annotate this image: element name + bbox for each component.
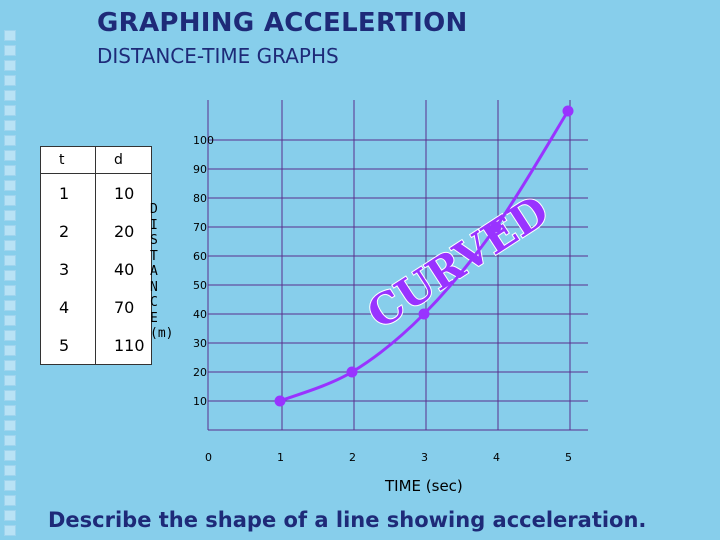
data-point	[274, 395, 286, 407]
column-header-d: d	[95, 146, 152, 174]
x-axis-label: TIME (sec)	[385, 477, 463, 495]
decorative-square	[4, 195, 16, 206]
decorative-square	[4, 135, 16, 146]
decorative-square	[4, 75, 16, 86]
y-axis-label-letter: A	[150, 264, 158, 279]
decorative-square	[4, 480, 16, 491]
decorative-square	[4, 45, 16, 56]
table-cell-t: 2	[40, 212, 96, 250]
decorative-square	[4, 300, 16, 311]
table-cell-t: 3	[40, 250, 96, 288]
data-point	[418, 308, 430, 320]
table-cell-d: 70	[95, 288, 152, 326]
acceleration-curve	[279, 110, 570, 403]
decorative-square	[4, 90, 16, 101]
slide-title: GRAPHING ACCELERTION	[97, 8, 468, 38]
y-axis-label-letter: N	[150, 279, 158, 295]
decorative-square	[4, 315, 16, 326]
x-tick-label: 2	[349, 451, 356, 464]
y-tick-label: 70	[193, 221, 207, 234]
decorative-square	[4, 390, 16, 401]
decorative-square	[4, 525, 16, 536]
data-points	[274, 105, 574, 407]
decorative-square	[4, 405, 16, 416]
y-axis-label-letter: (m)	[150, 326, 174, 341]
y-axis-label-letter: E	[150, 310, 158, 326]
decorative-square	[4, 495, 16, 506]
x-tick-label: 4	[493, 451, 500, 464]
decorative-square	[4, 465, 16, 476]
grid	[207, 100, 588, 431]
x-tick-labels: 0 1 2 3 4 5	[205, 451, 572, 464]
decorative-square	[4, 120, 16, 131]
decorative-square-column	[4, 30, 18, 540]
decorative-square	[4, 225, 16, 236]
x-tick-label: 0	[205, 451, 212, 464]
y-tick-label: 50	[193, 279, 207, 292]
decorative-square	[4, 345, 16, 356]
table-row: 2 20	[40, 212, 152, 250]
question-text: Describe the shape of a line showing acc…	[48, 508, 647, 532]
y-axis-label-letter: T	[150, 248, 158, 264]
decorative-square	[4, 210, 16, 221]
table-cell-d: 110	[95, 326, 152, 365]
column-header-t: t	[40, 146, 96, 174]
decorative-square	[4, 420, 16, 431]
y-tick-label: 90	[193, 163, 207, 176]
decorative-square	[4, 510, 16, 521]
decorative-square	[4, 30, 16, 41]
y-axis-label-letter: I	[150, 217, 158, 233]
table-cell-d: 10	[95, 173, 152, 212]
y-tick-label: 30	[193, 337, 207, 350]
y-axis-label-letter: D	[150, 202, 158, 217]
decorative-square	[4, 270, 16, 281]
y-tick-label: 60	[193, 250, 207, 263]
y-tick-label: 20	[193, 366, 207, 379]
y-tick-labels: 10 20 30 40 50 60 70 80 90 100	[193, 134, 214, 408]
table-cell-d: 20	[95, 212, 152, 250]
data-point	[490, 221, 502, 233]
decorative-square	[4, 360, 16, 371]
decorative-square	[4, 150, 16, 161]
decorative-square	[4, 375, 16, 386]
time-distance-table: t d 1 10 2 20 3 40 4 70 5 110	[40, 146, 152, 365]
x-tick-label: 5	[565, 451, 572, 464]
table-cell-d: 40	[95, 250, 152, 288]
table-row: 3 40	[40, 250, 152, 288]
table-row: 5 110	[40, 326, 152, 365]
x-tick-label: 1	[277, 451, 284, 464]
y-axis-label-letter: S	[150, 233, 158, 248]
decorative-square	[4, 450, 16, 461]
decorative-square	[4, 180, 16, 191]
y-tick-label: 10	[193, 395, 207, 408]
y-axis-label-letter: C	[150, 295, 158, 310]
y-tick-label: 40	[193, 308, 207, 321]
y-tick-label: 80	[193, 192, 207, 205]
y-axis-label: D I S T A N C E (m)	[150, 202, 178, 342]
x-tick-label: 3	[421, 451, 428, 464]
table-cell-t: 1	[40, 173, 96, 212]
decorative-square	[4, 60, 16, 71]
y-tick-label: 100	[193, 134, 214, 147]
decorative-square	[4, 255, 16, 266]
decorative-square	[4, 285, 16, 296]
data-point	[562, 105, 574, 117]
data-point	[346, 366, 358, 378]
curved-annotation: CURVED	[359, 186, 557, 338]
decorative-square	[4, 240, 16, 251]
slide-subtitle: DISTANCE-TIME GRAPHS	[97, 44, 339, 68]
decorative-square	[4, 105, 16, 116]
table-row: 4 70	[40, 288, 152, 326]
table-header-row: t d	[40, 146, 152, 174]
table-row: 1 10	[40, 173, 152, 212]
decorative-square	[4, 435, 16, 446]
decorative-square	[4, 330, 16, 341]
decorative-square	[4, 165, 16, 176]
